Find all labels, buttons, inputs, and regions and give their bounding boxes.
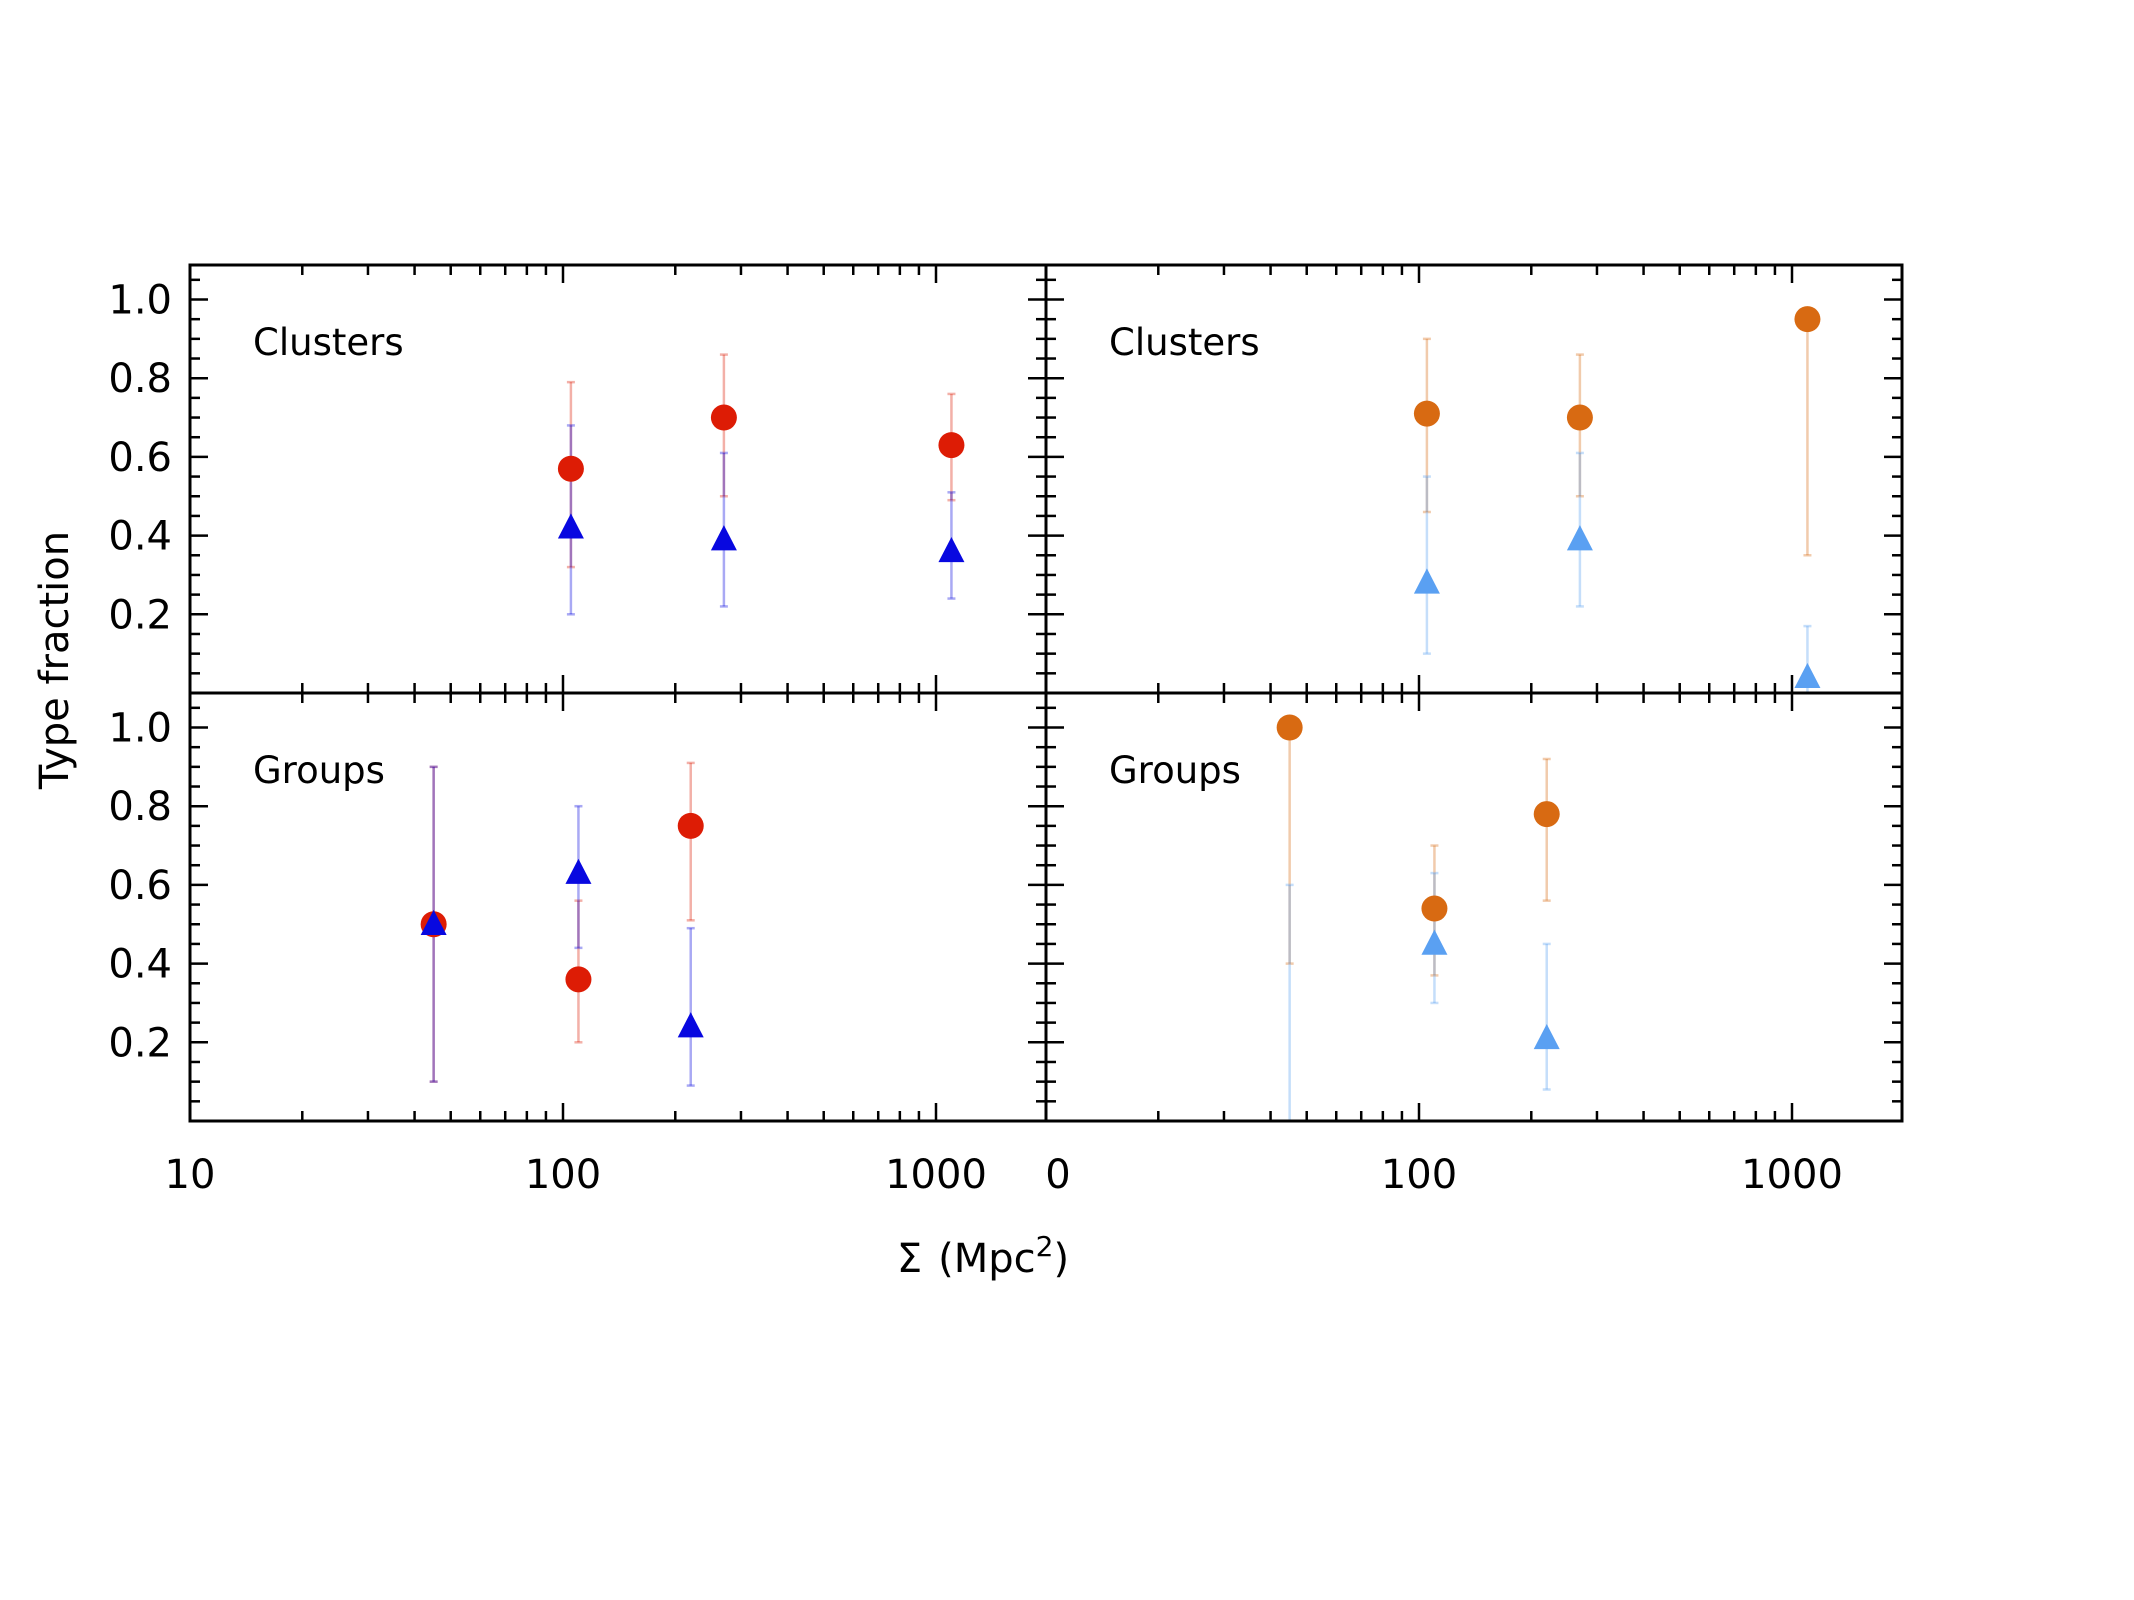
x-tick-label: 10 [165,1152,216,1198]
y-tick-label: 0.2 [108,592,172,638]
panel-label: Groups [1109,749,1241,792]
x-axis-unit: (Mpc [938,1236,1036,1282]
data-point-circle [677,812,704,839]
data-point-circle [1533,801,1560,828]
y-tick-label: 0.8 [108,784,172,830]
panel-top-right: Clusters [1046,265,1902,693]
data-point-triangle [1413,568,1440,594]
markers-circle [557,404,965,482]
y-tick-label: 0.8 [108,356,172,402]
data-point-triangle [1566,525,1593,551]
markers-circle [1413,306,1821,431]
markers-circle [1276,714,1560,922]
panel-label: Groups [253,749,385,792]
x-tick-label: 100 [1381,1152,1457,1198]
x-axis-close: ) [1054,1236,1070,1282]
markers-triangle [1413,525,1821,689]
plot-frame [188,263,1904,1123]
panel-bottom-right: Groups [1046,693,1902,1121]
y-tick-label: 0.4 [108,514,172,560]
data-point-circle [1276,714,1303,741]
panel-label: Clusters [1109,321,1260,364]
data-point-triangle [677,1012,704,1038]
data-point-triangle [938,536,965,563]
markers-triangle [557,513,965,563]
panel-label: Clusters [253,321,404,364]
data-point-triangle [710,525,737,551]
data-point-circle [565,966,592,993]
axis-ticks [1046,693,1902,1121]
y-tick-label: 1.0 [108,278,172,324]
x-tick-label: 0 [1045,1152,1070,1198]
panel-bottom-left: 0.2 0.4 0.6 0.8 1.0 Groups [108,693,1046,1121]
markers-triangle [1421,929,1560,1050]
data-point-triangle [420,909,447,936]
data-point-triangle [1533,1023,1560,1050]
y-tick-label: 0.6 [108,435,172,481]
y-tick-label: 0.2 [108,1020,172,1066]
data-point-circle [1794,306,1821,333]
data-point-circle [938,432,965,459]
x-axis-symbol: Σ [897,1236,922,1282]
markers-triangle [420,858,704,1038]
data-point-triangle [1794,662,1821,689]
data-point-circle [1566,404,1593,431]
x-tick-labels: 10 100 1000 0 100 1000 [165,1152,1843,1198]
data-point-circle [1421,895,1448,922]
axis-ticks [190,265,1046,693]
data-point-triangle [557,513,584,539]
axis-ticks [1046,265,1902,693]
y-axis-title: Type fraction [32,531,78,790]
plot-layer: 0.2 0.4 0.6 0.8 1.0 Clusters Clusters 0.2 0.4 0.6… [108,263,1904,1198]
y-tick-label: 0.4 [108,942,172,988]
data-point-circle [1413,400,1440,427]
y-tick-label: 1.0 [108,706,172,752]
data-point-triangle [1421,929,1448,955]
y-tick-label: 0.6 [108,863,172,909]
data-point-circle [710,404,737,431]
x-tick-label: 1000 [885,1152,987,1198]
data-point-circle [557,455,584,482]
x-tick-label: 1000 [1741,1152,1843,1198]
axis-ticks [190,693,1046,1121]
panel-top-left: 0.2 0.4 0.6 0.8 1.0 Clusters [108,265,1046,693]
x-tick-label: 100 [525,1152,601,1198]
data-point-triangle [565,858,592,884]
x-axis-superscript: 2 [1036,1230,1054,1263]
x-axis-title: Σ (Mpc2) [897,1230,1069,1282]
